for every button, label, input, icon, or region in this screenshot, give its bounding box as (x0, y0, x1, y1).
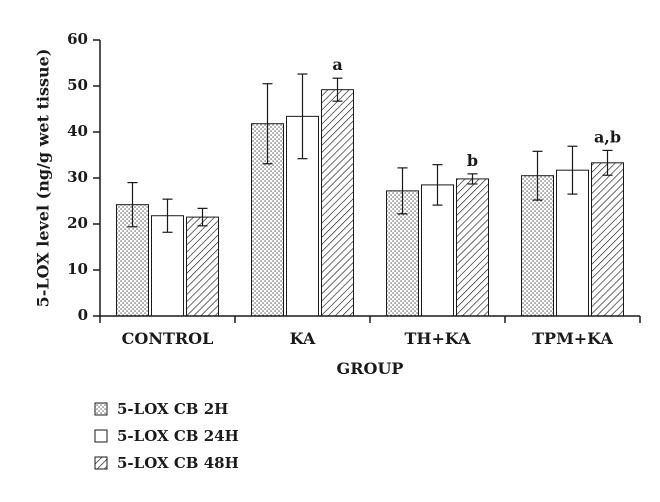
legend-item-48h: 5-LOX CB 48H (94, 454, 239, 472)
annotation-tpm-ka: a,b (594, 127, 621, 146)
x-axis-title: GROUP (337, 359, 404, 378)
y-tick-label-40: 40 (67, 122, 88, 140)
x-tick-label-control: CONTROL (122, 329, 214, 348)
legend-label-2h: 5-LOX CB 2H (117, 400, 228, 418)
y-tick-label-10: 10 (67, 260, 88, 278)
y-axis-title: 5-LOX level (ng/g wet tissue) (34, 49, 53, 308)
error-bar-th-ka-5-lox-cb-2h (397, 167, 408, 215)
legend-swatch-48h (94, 456, 108, 470)
legend: 5-LOX CB 2H 5-LOX CB 24H 5-LOX CB 48H (94, 400, 239, 472)
annotations-layer: a b a,b (332, 55, 621, 170)
legend-label-48h: 5-LOX CB 48H (117, 454, 239, 472)
y-ticks: 0 10 20 30 40 50 60 (67, 30, 100, 324)
error-bar-ka-5-lox-cb-24h (297, 73, 308, 160)
error-bar-control-5-lox-cb-48h (197, 207, 208, 227)
annotation-ka: a (332, 55, 342, 74)
x-tick-label-ka: KA (290, 329, 316, 348)
legend-swatch-24h (94, 429, 108, 443)
y-tick-label-60: 60 (67, 30, 88, 48)
legend-swatch-2h (94, 402, 108, 416)
bar-tpm-ka-5-lox-cb-48h (591, 162, 624, 317)
bar-ka-5-lox-cb-48h (321, 89, 354, 317)
error-bar-ka-5-lox-cb-2h (262, 83, 273, 165)
bar-tpm-ka-5-lox-cb-2h (521, 175, 554, 317)
error-bar-tpm-ka-5-lox-cb-24h (567, 145, 578, 195)
x-tick-label-th-ka: TH+KA (404, 329, 471, 348)
bar-th-ka-5-lox-cb-48h (456, 178, 489, 317)
bars-layer (116, 89, 624, 317)
error-bar-control-5-lox-cb-2h (127, 182, 138, 228)
error-bar-th-ka-5-lox-cb-24h (432, 164, 443, 206)
annotation-th-ka: b (467, 151, 478, 170)
y-tick-label-50: 50 (67, 76, 88, 94)
error-bar-tpm-ka-5-lox-cb-2h (532, 150, 543, 201)
error-bar-th-ka-5-lox-cb-48h (467, 173, 478, 185)
y-tick-label-20: 20 (67, 214, 88, 232)
x-ticks: CONTROL KA TH+KA TPM+KA (99, 316, 641, 348)
y-tick-label-30: 30 (67, 168, 88, 186)
error-bar-tpm-ka-5-lox-cb-48h (602, 149, 613, 176)
error-bar-control-5-lox-cb-24h (162, 198, 173, 233)
legend-item-24h: 5-LOX CB 24H (94, 427, 239, 445)
y-tick-label-0: 0 (78, 306, 88, 324)
legend-item-2h: 5-LOX CB 2H (94, 400, 228, 418)
error-bar-ka-5-lox-cb-48h (332, 77, 343, 102)
error-bars-layer (127, 73, 613, 233)
x-tick-label-tpm-ka: TPM+KA (532, 329, 613, 348)
bar-control-5-lox-cb-48h (186, 216, 219, 317)
legend-label-24h: 5-LOX CB 24H (117, 427, 239, 445)
